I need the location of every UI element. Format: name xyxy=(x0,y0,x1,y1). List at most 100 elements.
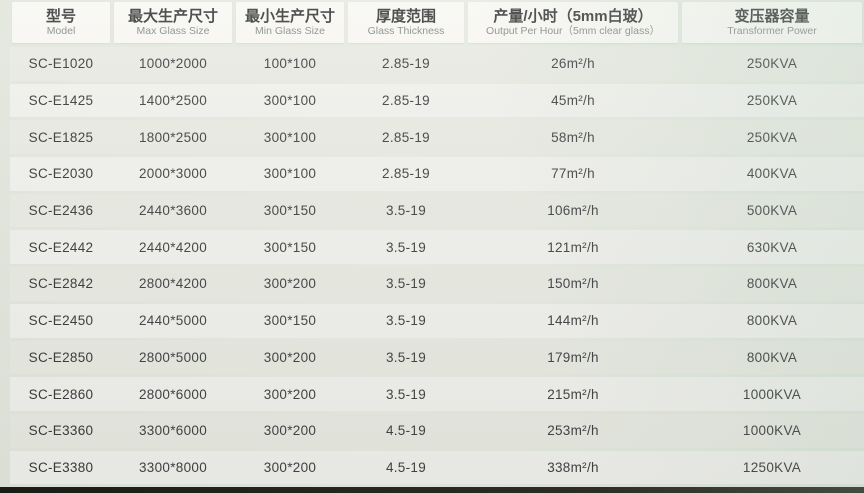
table-row: SC-E2436 2440*3600 300*150 3.5-19 106m²/… xyxy=(10,193,864,228)
min-size-cell: 300*100 xyxy=(263,166,317,182)
column-header-glass-thickness: 厚度范围 Glass Thickness xyxy=(348,2,464,43)
output-cell: 215m²/h xyxy=(547,386,599,402)
output-cell: 253m²/h xyxy=(547,423,599,439)
table-row: SC-E1425 1400*2500 300*100 2.85-19 45m²/… xyxy=(10,83,864,118)
thickness-cell: 3.5-19 xyxy=(385,313,427,329)
transformer-cell: 500KVA xyxy=(746,203,798,219)
column-title-en: Glass Thickness xyxy=(367,24,445,37)
min-size-cell: 300*150 xyxy=(263,313,317,329)
model-cell: SC-E2030 xyxy=(28,166,94,182)
column-header-max-glass-size: 最大生产尺寸 Max Glass Size xyxy=(114,2,232,43)
min-size-cell: 300*100 xyxy=(263,129,317,145)
min-size-cell: 300*200 xyxy=(263,459,317,475)
table-row: SC-E2860 2800*6000 300*200 3.5-19 215m²/… xyxy=(10,377,864,411)
max-size-cell: 1000*2000 xyxy=(138,56,208,72)
output-cell: 26m²/h xyxy=(551,56,595,72)
max-size-cell: 2440*5000 xyxy=(138,313,208,329)
thickness-cell: 3.5-19 xyxy=(385,203,427,219)
model-cell: SC-E2442 xyxy=(28,239,94,255)
table-row: SC-E3380 3300*8000 300*200 4.5-19 338m²/… xyxy=(10,450,864,485)
max-size-cell: 3300*8000 xyxy=(138,459,208,475)
column-header-transformer-power: 变压器容量 Transformer Power xyxy=(682,2,862,43)
max-size-cell: 2440*3600 xyxy=(138,203,208,219)
model-cell: SC-E2450 xyxy=(28,313,94,329)
column-title-zh: 产量/小时（5mm白玻） xyxy=(493,7,653,25)
min-size-cell: 300*200 xyxy=(263,423,317,439)
transformer-cell: 630KVA xyxy=(746,239,798,255)
table-row: SC-E3360 3300*6000 300*200 4.5-19 253m²/… xyxy=(10,413,864,448)
table-row: SC-E2850 2800*5000 300*200 3.5-19 179m²/… xyxy=(10,340,864,375)
model-cell: SC-E3380 xyxy=(28,459,94,475)
thickness-cell: 4.5-19 xyxy=(385,423,427,439)
min-size-cell: 300*100 xyxy=(263,93,317,109)
photo-bottom-edge xyxy=(0,487,864,493)
model-cell: SC-E2860 xyxy=(28,386,94,402)
table-row: SC-E1825 1800*2500 300*100 2.85-19 58m²/… xyxy=(10,120,864,155)
output-cell: 45m²/h xyxy=(551,93,595,109)
column-header-output-per-hour: 产量/小时（5mm白玻） Output Per Hour（5mm clear g… xyxy=(468,2,678,43)
table-row: SC-E2030 2000*3000 300*100 2.85-19 77m²/… xyxy=(10,157,864,191)
transformer-cell: 800KVA xyxy=(746,313,798,329)
column-title-zh: 最大生产尺寸 xyxy=(127,7,218,25)
column-title-en: Output Per Hour（5mm clear glass） xyxy=(486,24,660,37)
thickness-cell: 3.5-19 xyxy=(385,239,427,255)
min-size-cell: 300*150 xyxy=(263,203,317,219)
max-size-cell: 2800*5000 xyxy=(138,349,208,365)
column-title-en: Max Glass Size xyxy=(136,24,210,37)
output-cell: 338m²/h xyxy=(547,459,599,475)
thickness-cell: 3.5-19 xyxy=(385,276,427,292)
min-size-cell: 300*150 xyxy=(263,239,317,255)
max-size-cell: 1400*2500 xyxy=(138,93,208,109)
model-cell: SC-E1825 xyxy=(28,129,94,145)
output-cell: 144m²/h xyxy=(547,313,599,329)
transformer-cell: 400KVA xyxy=(746,166,798,182)
max-size-cell: 3300*6000 xyxy=(138,423,208,439)
table-row: SC-E1020 1000*2000 100*100 2.85-19 26m²/… xyxy=(10,47,864,81)
transformer-cell: 250KVA xyxy=(746,56,798,72)
thickness-cell: 2.85-19 xyxy=(382,56,430,72)
max-size-cell: 1800*2500 xyxy=(138,129,208,145)
transformer-cell: 1000KVA xyxy=(742,386,802,402)
min-size-cell: 100*100 xyxy=(263,56,317,72)
thickness-cell: 3.5-19 xyxy=(385,386,427,402)
thickness-cell: 2.85-19 xyxy=(382,129,430,145)
table-header: 型号 Model 最大生产尺寸 Max Glass Size 最小生产尺寸 Mi… xyxy=(10,0,864,45)
output-cell: 106m²/h xyxy=(547,203,599,219)
transformer-cell: 250KVA xyxy=(746,93,798,109)
model-cell: SC-E2436 xyxy=(28,203,94,219)
table-row: SC-E2442 2440*4200 300*150 3.5-19 121m²/… xyxy=(10,230,864,265)
output-cell: 77m²/h xyxy=(551,166,595,182)
output-cell: 179m²/h xyxy=(547,349,599,365)
column-header-model: 型号 Model xyxy=(12,2,110,43)
thickness-cell: 4.5-19 xyxy=(385,459,427,475)
min-size-cell: 300*200 xyxy=(263,349,317,365)
column-title-zh: 型号 xyxy=(45,7,76,25)
max-size-cell: 2440*4200 xyxy=(138,239,208,255)
thickness-cell: 3.5-19 xyxy=(385,349,427,365)
column-title-zh: 厚度范围 xyxy=(375,7,436,25)
transformer-cell: 1250KVA xyxy=(742,459,802,475)
column-title-en: Transformer Power xyxy=(727,24,817,37)
column-header-min-glass-size: 最小生产尺寸 Min Glass Size xyxy=(236,2,344,43)
model-cell: SC-E1425 xyxy=(28,93,94,109)
model-cell: SC-E1020 xyxy=(28,56,94,72)
model-cell: SC-E3360 xyxy=(28,423,94,439)
max-size-cell: 2800*4200 xyxy=(138,276,208,292)
table-body: SC-E1020 1000*2000 100*100 2.85-19 26m²/… xyxy=(10,47,864,485)
max-size-cell: 2800*6000 xyxy=(138,386,208,402)
output-cell: 121m²/h xyxy=(547,239,599,255)
model-cell: SC-E2842 xyxy=(28,276,94,292)
thickness-cell: 2.85-19 xyxy=(382,166,430,182)
output-cell: 150m²/h xyxy=(547,276,599,292)
column-title-en: Min Glass Size xyxy=(254,24,326,37)
table-row: SC-E2842 2800*4200 300*200 3.5-19 150m²/… xyxy=(10,267,864,301)
min-size-cell: 300*200 xyxy=(263,276,317,292)
column-title-en: Model xyxy=(46,24,76,37)
transformer-cell: 250KVA xyxy=(746,129,798,145)
column-title-zh: 最小生产尺寸 xyxy=(244,7,335,25)
transformer-cell: 800KVA xyxy=(746,349,798,365)
min-size-cell: 300*200 xyxy=(263,386,317,402)
column-title-zh: 变压器容量 xyxy=(734,7,810,25)
